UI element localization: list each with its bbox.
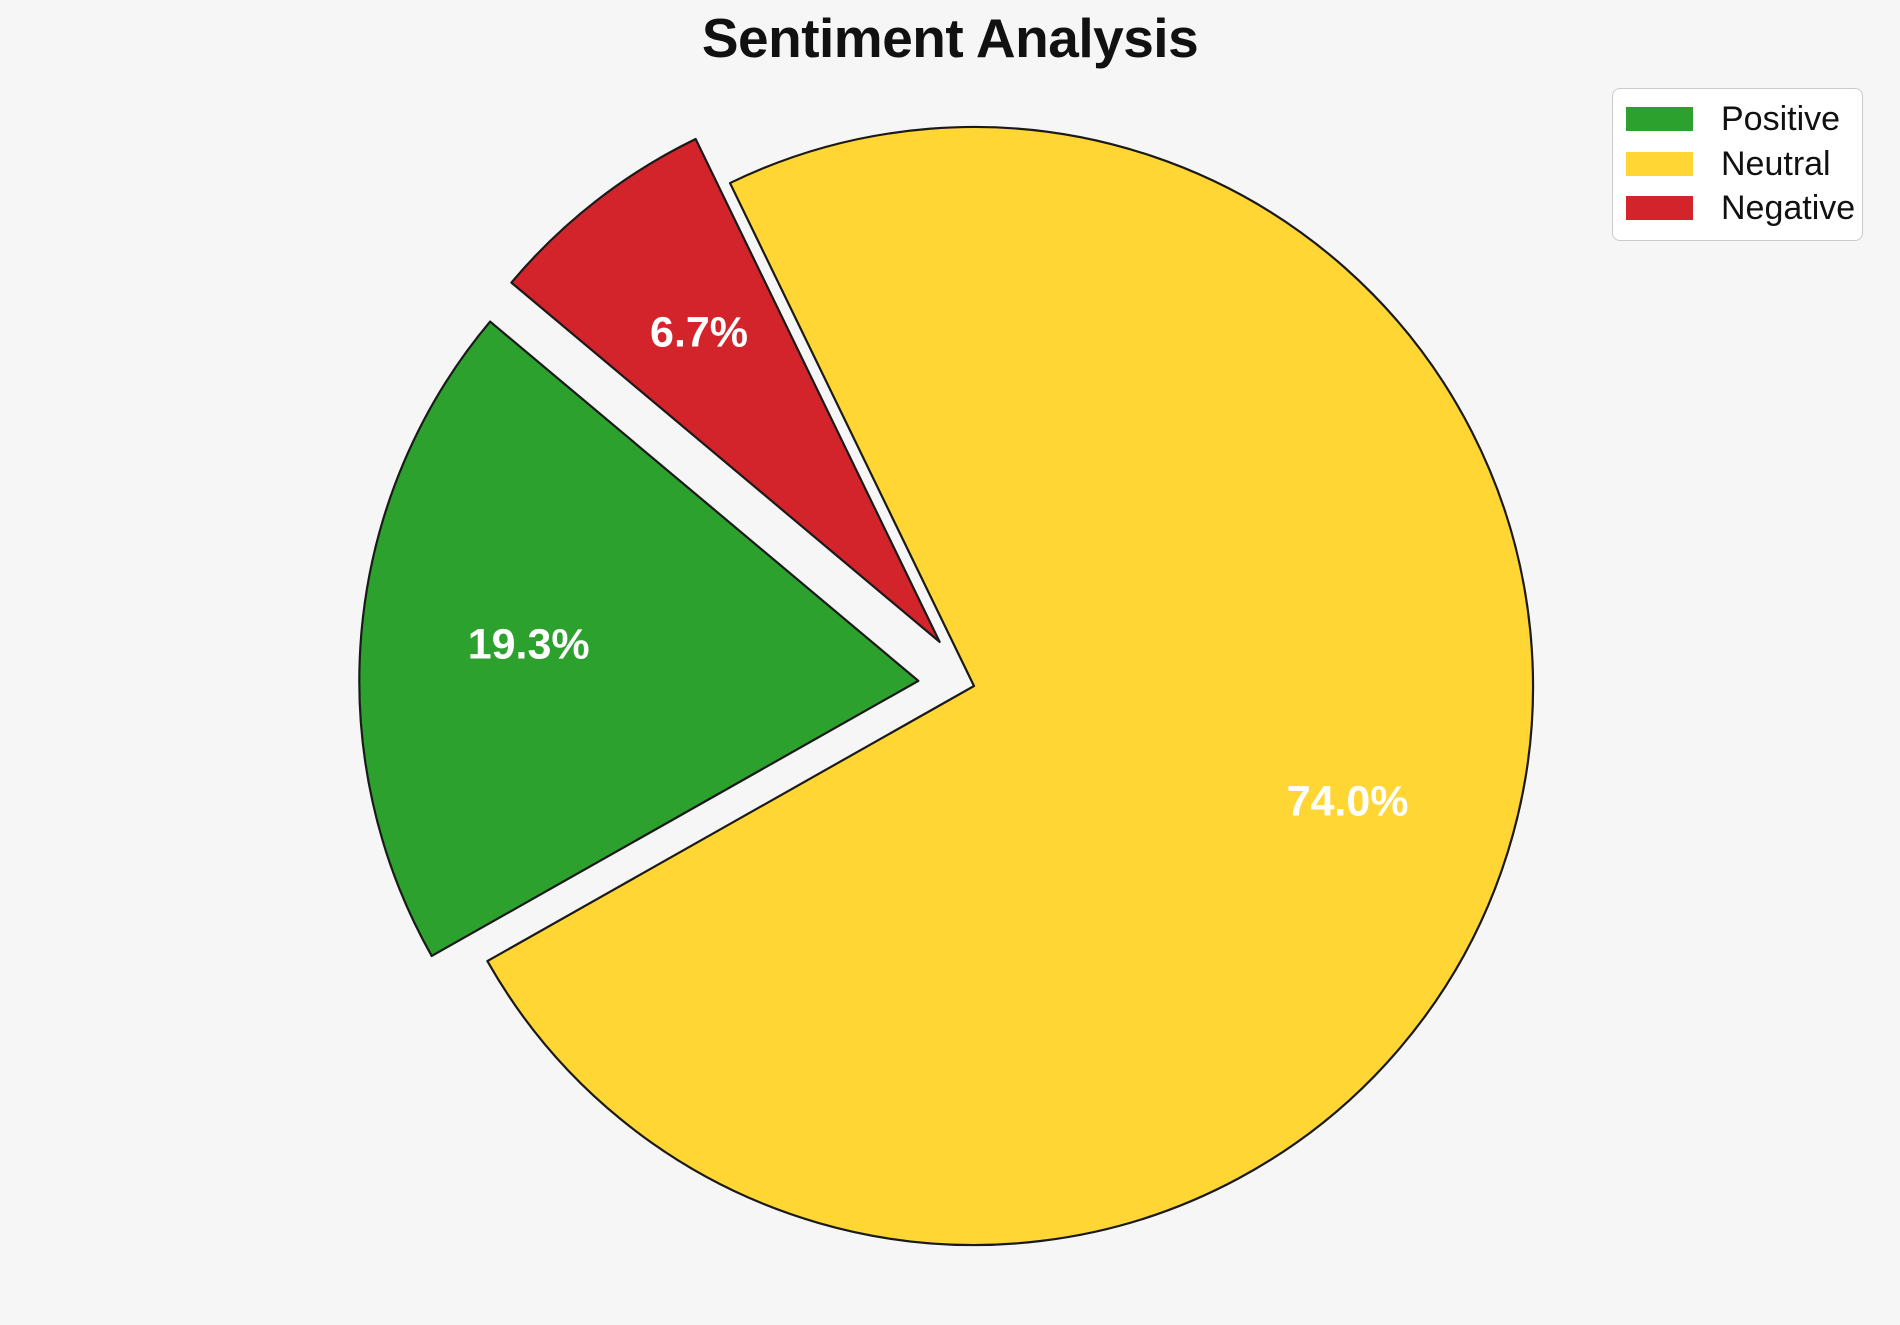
legend-item-positive: Positive (1626, 102, 1848, 136)
legend-label-negative: Negative (1721, 189, 1856, 227)
legend: Positive Neutral Negative (1612, 88, 1863, 241)
pie-percent-label-neutral: 74.0% (1286, 777, 1409, 826)
legend-swatch-neutral-icon (1626, 151, 1693, 176)
legend-item-neutral: Neutral (1626, 147, 1848, 181)
chart-title: Sentiment Analysis (701, 7, 1199, 69)
pie-percent-label-positive: 19.3% (467, 620, 590, 669)
legend-swatch-negative-icon (1626, 196, 1693, 220)
pie-percent-label-negative: 6.7% (650, 308, 749, 357)
pie-slice-negative (510, 137, 941, 644)
legend-item-negative: Negative (1626, 191, 1855, 225)
pie-slice-neutral (486, 125, 1535, 1247)
legend-label-neutral: Neutral (1721, 144, 1831, 183)
legend-label-positive: Positive (1721, 100, 1841, 138)
legend-swatch-positive-icon (1626, 107, 1693, 131)
pie-slice-positive (358, 320, 920, 958)
